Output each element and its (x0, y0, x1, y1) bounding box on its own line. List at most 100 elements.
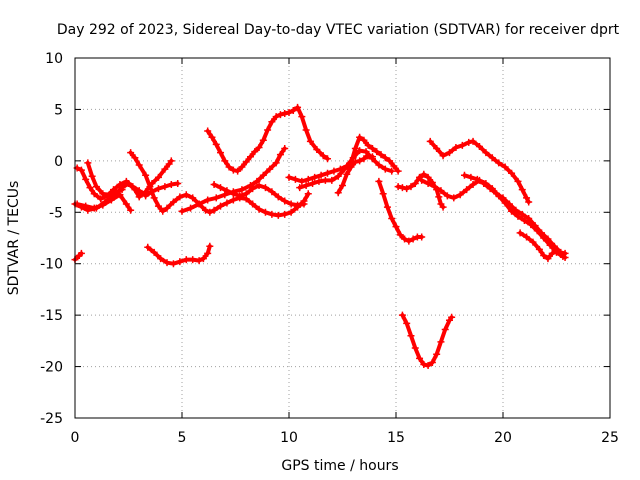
data-point (127, 149, 135, 157)
y-tick-label: -20 (40, 360, 63, 376)
data-point (437, 187, 445, 195)
data-point (142, 192, 150, 200)
data-point (540, 251, 548, 259)
data-point (315, 177, 323, 185)
data-point (294, 201, 302, 209)
data-point (339, 182, 346, 190)
data-point (529, 238, 537, 246)
data-point (467, 173, 475, 181)
data-point (268, 118, 276, 126)
data-point (287, 208, 295, 216)
data-point (439, 152, 447, 160)
data-point (379, 190, 387, 198)
data-point (351, 145, 359, 153)
series-line (73, 251, 84, 262)
y-tick-label: 0 (54, 154, 63, 170)
data-point (163, 259, 171, 267)
data-point (135, 161, 143, 169)
data-point (135, 193, 143, 201)
data-point (514, 212, 522, 220)
data-point (212, 194, 220, 202)
data-point (443, 192, 451, 200)
data-point (368, 145, 376, 153)
data-point (268, 210, 276, 218)
data-point (544, 255, 552, 263)
data-point (324, 155, 332, 163)
data-point (324, 169, 332, 177)
data-point (486, 185, 494, 193)
y-tick-label: -25 (40, 411, 63, 427)
y-tick-label: -5 (49, 205, 63, 221)
data-point (381, 165, 389, 173)
data-point (261, 184, 269, 192)
data-point (255, 182, 263, 190)
data-series-trace-14 (375, 177, 426, 245)
data-point (356, 147, 364, 155)
data-point (187, 204, 195, 212)
x-tick-label: 15 (387, 430, 405, 446)
data-point (321, 176, 329, 184)
data-point (154, 202, 162, 210)
data-point (311, 173, 319, 181)
data-point (217, 202, 225, 210)
plot-frame (74, 57, 611, 419)
data-point (426, 137, 434, 145)
data-point (287, 200, 295, 208)
data-point (176, 258, 184, 266)
data-point (127, 206, 135, 214)
data-point (439, 203, 447, 211)
data-series-trace-4 (73, 191, 135, 214)
data-point (266, 165, 274, 173)
data-point (182, 191, 190, 199)
data-point (242, 158, 250, 166)
data-point (189, 256, 197, 264)
data-point (289, 106, 297, 114)
data-point (281, 197, 289, 205)
data-point (392, 223, 400, 231)
data-point (343, 170, 351, 178)
data-point (356, 133, 364, 141)
data-point (272, 113, 280, 121)
data-point (360, 136, 368, 144)
data-point (178, 207, 186, 215)
data-point (274, 211, 282, 219)
series-line (205, 105, 330, 174)
data-point (251, 148, 259, 156)
data-point (225, 163, 233, 171)
data-point (544, 235, 552, 243)
data-point (508, 207, 516, 215)
data-series-trace-8 (204, 103, 332, 175)
data-point (313, 146, 321, 154)
data-series-trace-1 (71, 249, 85, 264)
data-point (229, 166, 237, 174)
data-point (302, 126, 310, 134)
data-point (405, 237, 413, 245)
data-point (505, 200, 513, 208)
data-point (525, 214, 533, 222)
data-point (159, 207, 167, 215)
data-point (90, 204, 98, 212)
data-point (388, 167, 396, 175)
data-point (319, 152, 327, 160)
data-point (212, 140, 220, 148)
data-point (210, 206, 218, 214)
data-point (298, 113, 306, 121)
data-point (364, 152, 372, 160)
data-point (469, 137, 477, 145)
data-point (475, 142, 483, 150)
data-point (112, 189, 120, 197)
data-point (411, 179, 419, 187)
data-point (142, 171, 150, 179)
data-point (276, 111, 284, 119)
y-axis-label: SDTVAR / TECUs (6, 181, 22, 296)
data-point (317, 171, 325, 179)
data-point (90, 190, 98, 198)
data-point (330, 167, 338, 175)
data-point (176, 193, 184, 201)
data-point (291, 175, 299, 183)
data-point (428, 358, 436, 366)
data-point (281, 145, 289, 153)
data-series-trace-19 (460, 171, 569, 257)
data-point (463, 186, 471, 194)
chart-title: Day 292 of 2023, Sidereal Day-to-day VTE… (57, 22, 620, 38)
